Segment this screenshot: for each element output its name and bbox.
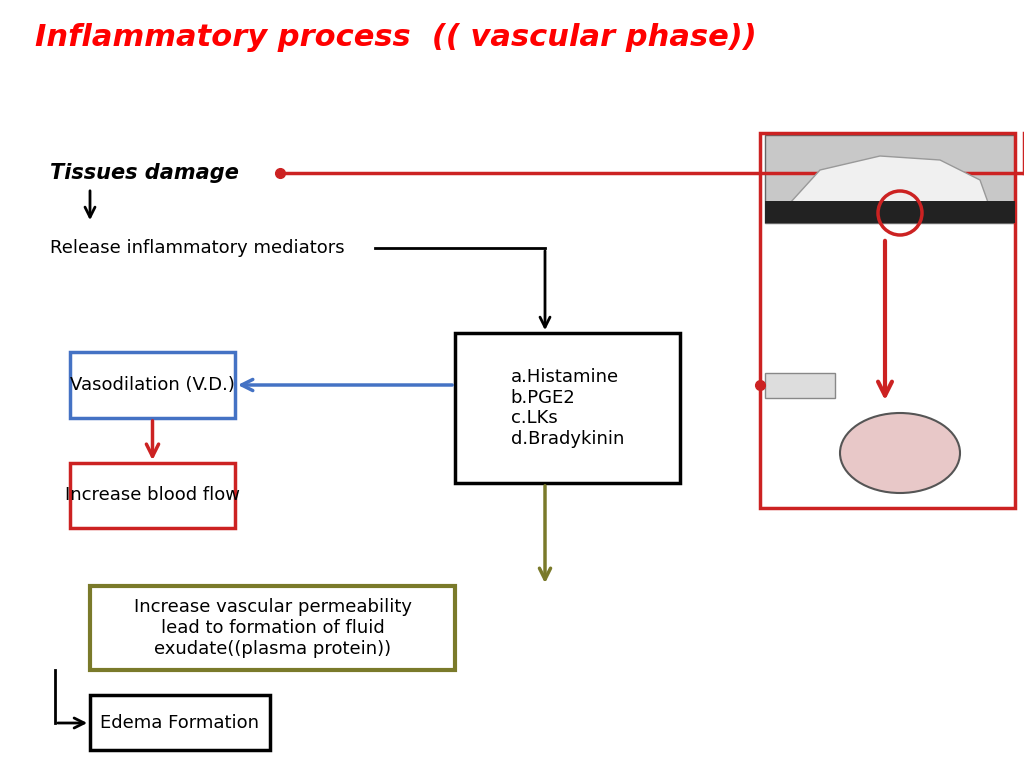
FancyBboxPatch shape (70, 463, 234, 528)
Text: Vasodilation (V.D.): Vasodilation (V.D.) (70, 376, 234, 394)
FancyBboxPatch shape (90, 695, 270, 750)
FancyBboxPatch shape (765, 373, 835, 398)
FancyBboxPatch shape (765, 135, 1015, 223)
Ellipse shape (840, 413, 961, 493)
Text: Edema Formation: Edema Formation (100, 713, 259, 731)
FancyBboxPatch shape (90, 586, 455, 670)
Text: Tissues damage: Tissues damage (50, 163, 239, 183)
Polygon shape (790, 156, 990, 216)
FancyBboxPatch shape (70, 352, 234, 418)
Text: Inflammatory process  (( vascular phase)): Inflammatory process (( vascular phase)) (35, 24, 757, 52)
Text: a.Histamine
b.PGE2
c.LKs
d.Bradykinin: a.Histamine b.PGE2 c.LKs d.Bradykinin (511, 368, 625, 449)
FancyBboxPatch shape (765, 201, 1015, 223)
Text: Increase vascular permeability
lead to formation of fluid
exudate((plasma protei: Increase vascular permeability lead to f… (133, 598, 412, 658)
Text: Increase blood flow: Increase blood flow (65, 486, 240, 505)
Text: Release inflammatory mediators: Release inflammatory mediators (50, 239, 345, 257)
FancyBboxPatch shape (455, 333, 680, 483)
